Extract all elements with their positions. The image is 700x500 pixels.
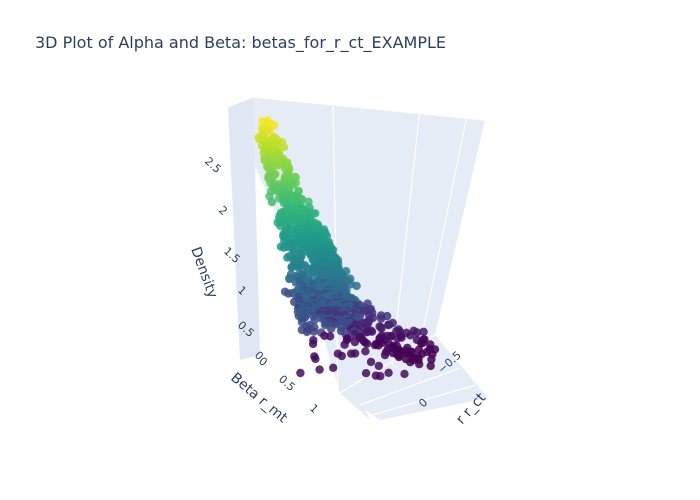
- data-point: [377, 314, 386, 323]
- data-point: [254, 134, 264, 144]
- z-tick-label-4: 2: [216, 204, 230, 218]
- data-point: [279, 243, 289, 252]
- data-point: [285, 274, 294, 284]
- data-point: [386, 332, 396, 341]
- data-point: [384, 320, 393, 330]
- y-tick-label-2: 1: [307, 402, 321, 416]
- data-point: [376, 371, 385, 381]
- data-point: [426, 361, 435, 371]
- data-point: [287, 263, 296, 272]
- data-point: [297, 195, 307, 204]
- chart-title: 3D Plot of Alpha and Beta: betas_for_r_c…: [35, 33, 447, 52]
- y-tick-label-1: 0.5: [276, 373, 298, 394]
- data-point: [352, 281, 361, 291]
- data-point: [309, 327, 318, 336]
- data-point: [325, 332, 335, 341]
- data-point: [384, 368, 393, 377]
- data-point: [412, 328, 422, 337]
- data-point: [380, 350, 390, 360]
- back-wall-right: [253, 97, 485, 393]
- data-point: [311, 354, 320, 364]
- data-point: [276, 221, 285, 231]
- data-point: [329, 363, 338, 372]
- data-point: [267, 197, 277, 207]
- data-point: [419, 327, 428, 336]
- data-point: [366, 357, 376, 367]
- data-point: [374, 341, 383, 350]
- grid-lines: [227, 96, 486, 416]
- data-point: [393, 334, 402, 343]
- data-point: [361, 369, 371, 378]
- data-point: [427, 355, 436, 364]
- data-point: [294, 264, 303, 273]
- data-point: [406, 358, 415, 367]
- data-point: [400, 369, 409, 379]
- data-point: [284, 289, 293, 298]
- z-tick-label-5: 2.5: [202, 155, 224, 176]
- data-point: [406, 331, 415, 340]
- data-point: [291, 278, 301, 287]
- data-point: [337, 351, 346, 361]
- data-points: [254, 116, 440, 381]
- data-point: [361, 347, 370, 356]
- data-point: [347, 349, 356, 358]
- data-point: [279, 143, 289, 152]
- data-point: [302, 327, 312, 337]
- data-point: [308, 339, 318, 349]
- data-point: [320, 320, 330, 330]
- z-axis-title: Density: [187, 245, 220, 300]
- data-point: [350, 337, 360, 347]
- data-point: [340, 340, 349, 349]
- data-point: [394, 352, 404, 362]
- side-wall: [228, 97, 260, 360]
- data-point: [296, 368, 305, 378]
- data-point: [417, 339, 426, 348]
- data-point: [374, 361, 383, 371]
- data-point: [415, 360, 424, 369]
- data-point: [362, 339, 372, 348]
- data-point: [377, 324, 386, 333]
- data-point: [315, 365, 324, 374]
- data-point: [326, 324, 336, 333]
